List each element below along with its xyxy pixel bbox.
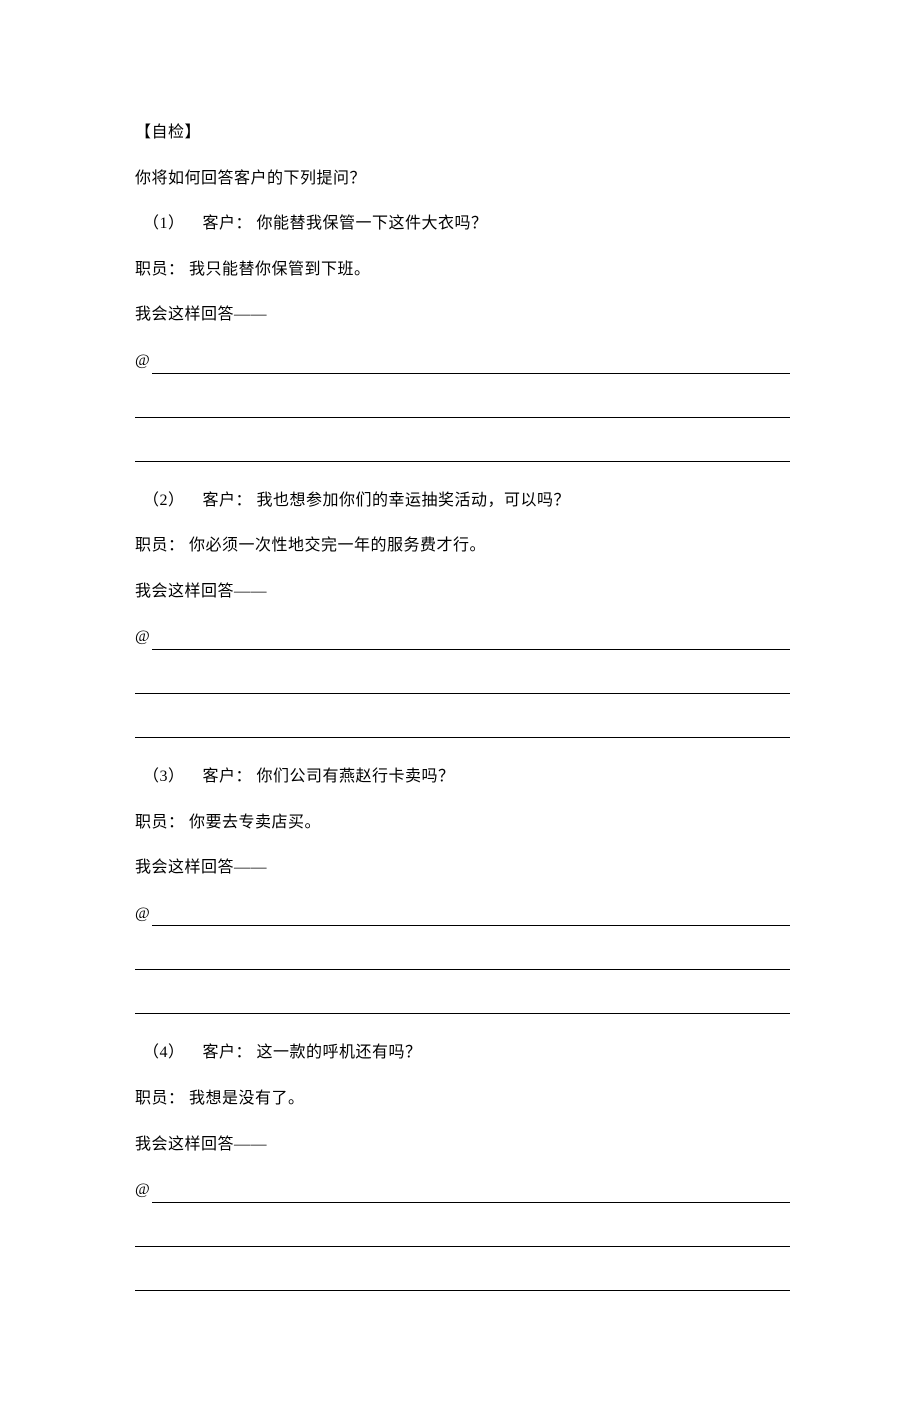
blank-line-1-2 — [135, 400, 790, 418]
underline-fill — [152, 910, 790, 926]
intro-text: 你将如何回答客户的下列提问？ — [135, 166, 790, 192]
my-answer-label-2: 我会这样回答—— — [135, 579, 790, 605]
customer-label: 客户： — [203, 215, 253, 232]
at-symbol: @ — [135, 1177, 150, 1203]
staff-text: 你要去专卖店买。 — [189, 814, 321, 831]
underline-fill — [152, 358, 790, 374]
customer-text: 你们公司有燕赵行卡卖吗？ — [257, 768, 455, 785]
answer-line-3-1: @ — [135, 901, 790, 927]
document-container: 【自检】 你将如何回答客户的下列提问？ （1） 客户： 你能替我保管一下这件大衣… — [135, 120, 790, 1291]
question-4-staff: 职员： 我想是没有了。 — [135, 1086, 790, 1112]
question-section-1: （1） 客户： 你能替我保管一下这件大衣吗？ 职员： 我只能替你保管到下班。 我… — [135, 211, 790, 461]
staff-label: 职员： — [135, 814, 185, 831]
blank-line-3-3 — [135, 996, 790, 1014]
question-2-customer: （2） 客户： 我也想参加你们的幸运抽奖活动，可以吗？ — [135, 488, 790, 514]
my-answer-label-4: 我会这样回答—— — [135, 1132, 790, 1158]
blank-line-2-2 — [135, 676, 790, 694]
question-section-3: （3） 客户： 你们公司有燕赵行卡卖吗？ 职员： 你要去专卖店买。 我会这样回答… — [135, 764, 790, 1014]
self-check-title: 【自检】 — [135, 120, 790, 146]
staff-label: 职员： — [135, 1090, 185, 1107]
question-1-customer: （1） 客户： 你能替我保管一下这件大衣吗？ — [135, 211, 790, 237]
at-symbol: @ — [135, 624, 150, 650]
question-3-customer: （3） 客户： 你们公司有燕赵行卡卖吗？ — [135, 764, 790, 790]
staff-label: 职员： — [135, 261, 185, 278]
question-number: （4） — [143, 1044, 185, 1061]
question-1-staff: 职员： 我只能替你保管到下班。 — [135, 257, 790, 283]
my-answer-label-1: 我会这样回答—— — [135, 302, 790, 328]
at-symbol: @ — [135, 348, 150, 374]
customer-text: 你能替我保管一下这件大衣吗？ — [257, 215, 488, 232]
my-answer-label-3: 我会这样回答—— — [135, 855, 790, 881]
customer-label: 客户： — [203, 768, 253, 785]
blank-line-4-3 — [135, 1273, 790, 1291]
at-symbol: @ — [135, 901, 150, 927]
answer-line-4-1: @ — [135, 1177, 790, 1203]
question-4-customer: （4） 客户： 这一款的呼机还有吗？ — [135, 1040, 790, 1066]
underline-fill — [152, 1187, 790, 1203]
staff-text: 我只能替你保管到下班。 — [189, 261, 371, 278]
customer-label: 客户： — [203, 492, 253, 509]
customer-text: 这一款的呼机还有吗？ — [257, 1044, 422, 1061]
question-3-staff: 职员： 你要去专卖店买。 — [135, 810, 790, 836]
underline-fill — [152, 634, 790, 650]
question-number: （2） — [143, 492, 185, 509]
staff-text: 我想是没有了。 — [189, 1090, 305, 1107]
question-number: （1） — [143, 215, 185, 232]
blank-line-3-2 — [135, 952, 790, 970]
customer-text: 我也想参加你们的幸运抽奖活动，可以吗？ — [257, 492, 571, 509]
question-number: （3） — [143, 768, 185, 785]
blank-line-2-3 — [135, 720, 790, 738]
staff-label: 职员： — [135, 537, 185, 554]
answer-line-2-1: @ — [135, 624, 790, 650]
customer-label: 客户： — [203, 1044, 253, 1061]
blank-line-1-3 — [135, 444, 790, 462]
staff-text: 你必须一次性地交完一年的服务费才行。 — [189, 537, 486, 554]
blank-line-4-2 — [135, 1229, 790, 1247]
question-section-2: （2） 客户： 我也想参加你们的幸运抽奖活动，可以吗？ 职员： 你必须一次性地交… — [135, 488, 790, 738]
question-2-staff: 职员： 你必须一次性地交完一年的服务费才行。 — [135, 533, 790, 559]
answer-line-1-1: @ — [135, 348, 790, 374]
question-section-4: （4） 客户： 这一款的呼机还有吗？ 职员： 我想是没有了。 我会这样回答—— … — [135, 1040, 790, 1290]
